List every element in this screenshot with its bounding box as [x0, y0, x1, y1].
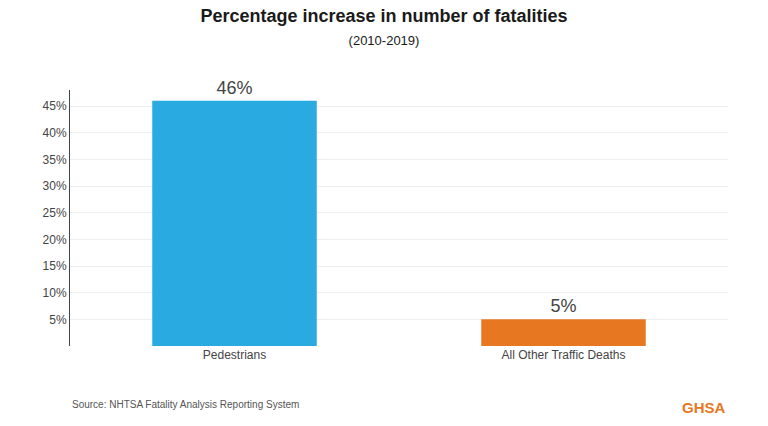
svg-text:25%: 25% [43, 206, 67, 220]
svg-text:5%: 5% [550, 296, 576, 316]
svg-text:15%: 15% [43, 259, 67, 273]
svg-text:Source: NHTSA Fatality Analysi: Source: NHTSA Fatality Analysis Reportin… [72, 399, 299, 410]
svg-text:35%: 35% [43, 153, 67, 167]
svg-text:Pedestrians: Pedestrians [203, 348, 266, 362]
svg-text:46%: 46% [216, 78, 252, 98]
svg-text:Percentage increase in number: Percentage increase in number of fatalit… [200, 6, 567, 48]
svg-text:10%: 10% [43, 286, 67, 300]
svg-text:45%: 45% [43, 99, 67, 113]
svg-text:20%: 20% [43, 233, 67, 247]
svg-text:GHSA: GHSA [682, 399, 726, 416]
svg-text:40%: 40% [43, 126, 67, 140]
svg-text:5%: 5% [49, 313, 67, 327]
svg-text:30%: 30% [43, 179, 67, 193]
svg-text:All Other Traffic Deaths: All Other Traffic Deaths [502, 348, 626, 362]
